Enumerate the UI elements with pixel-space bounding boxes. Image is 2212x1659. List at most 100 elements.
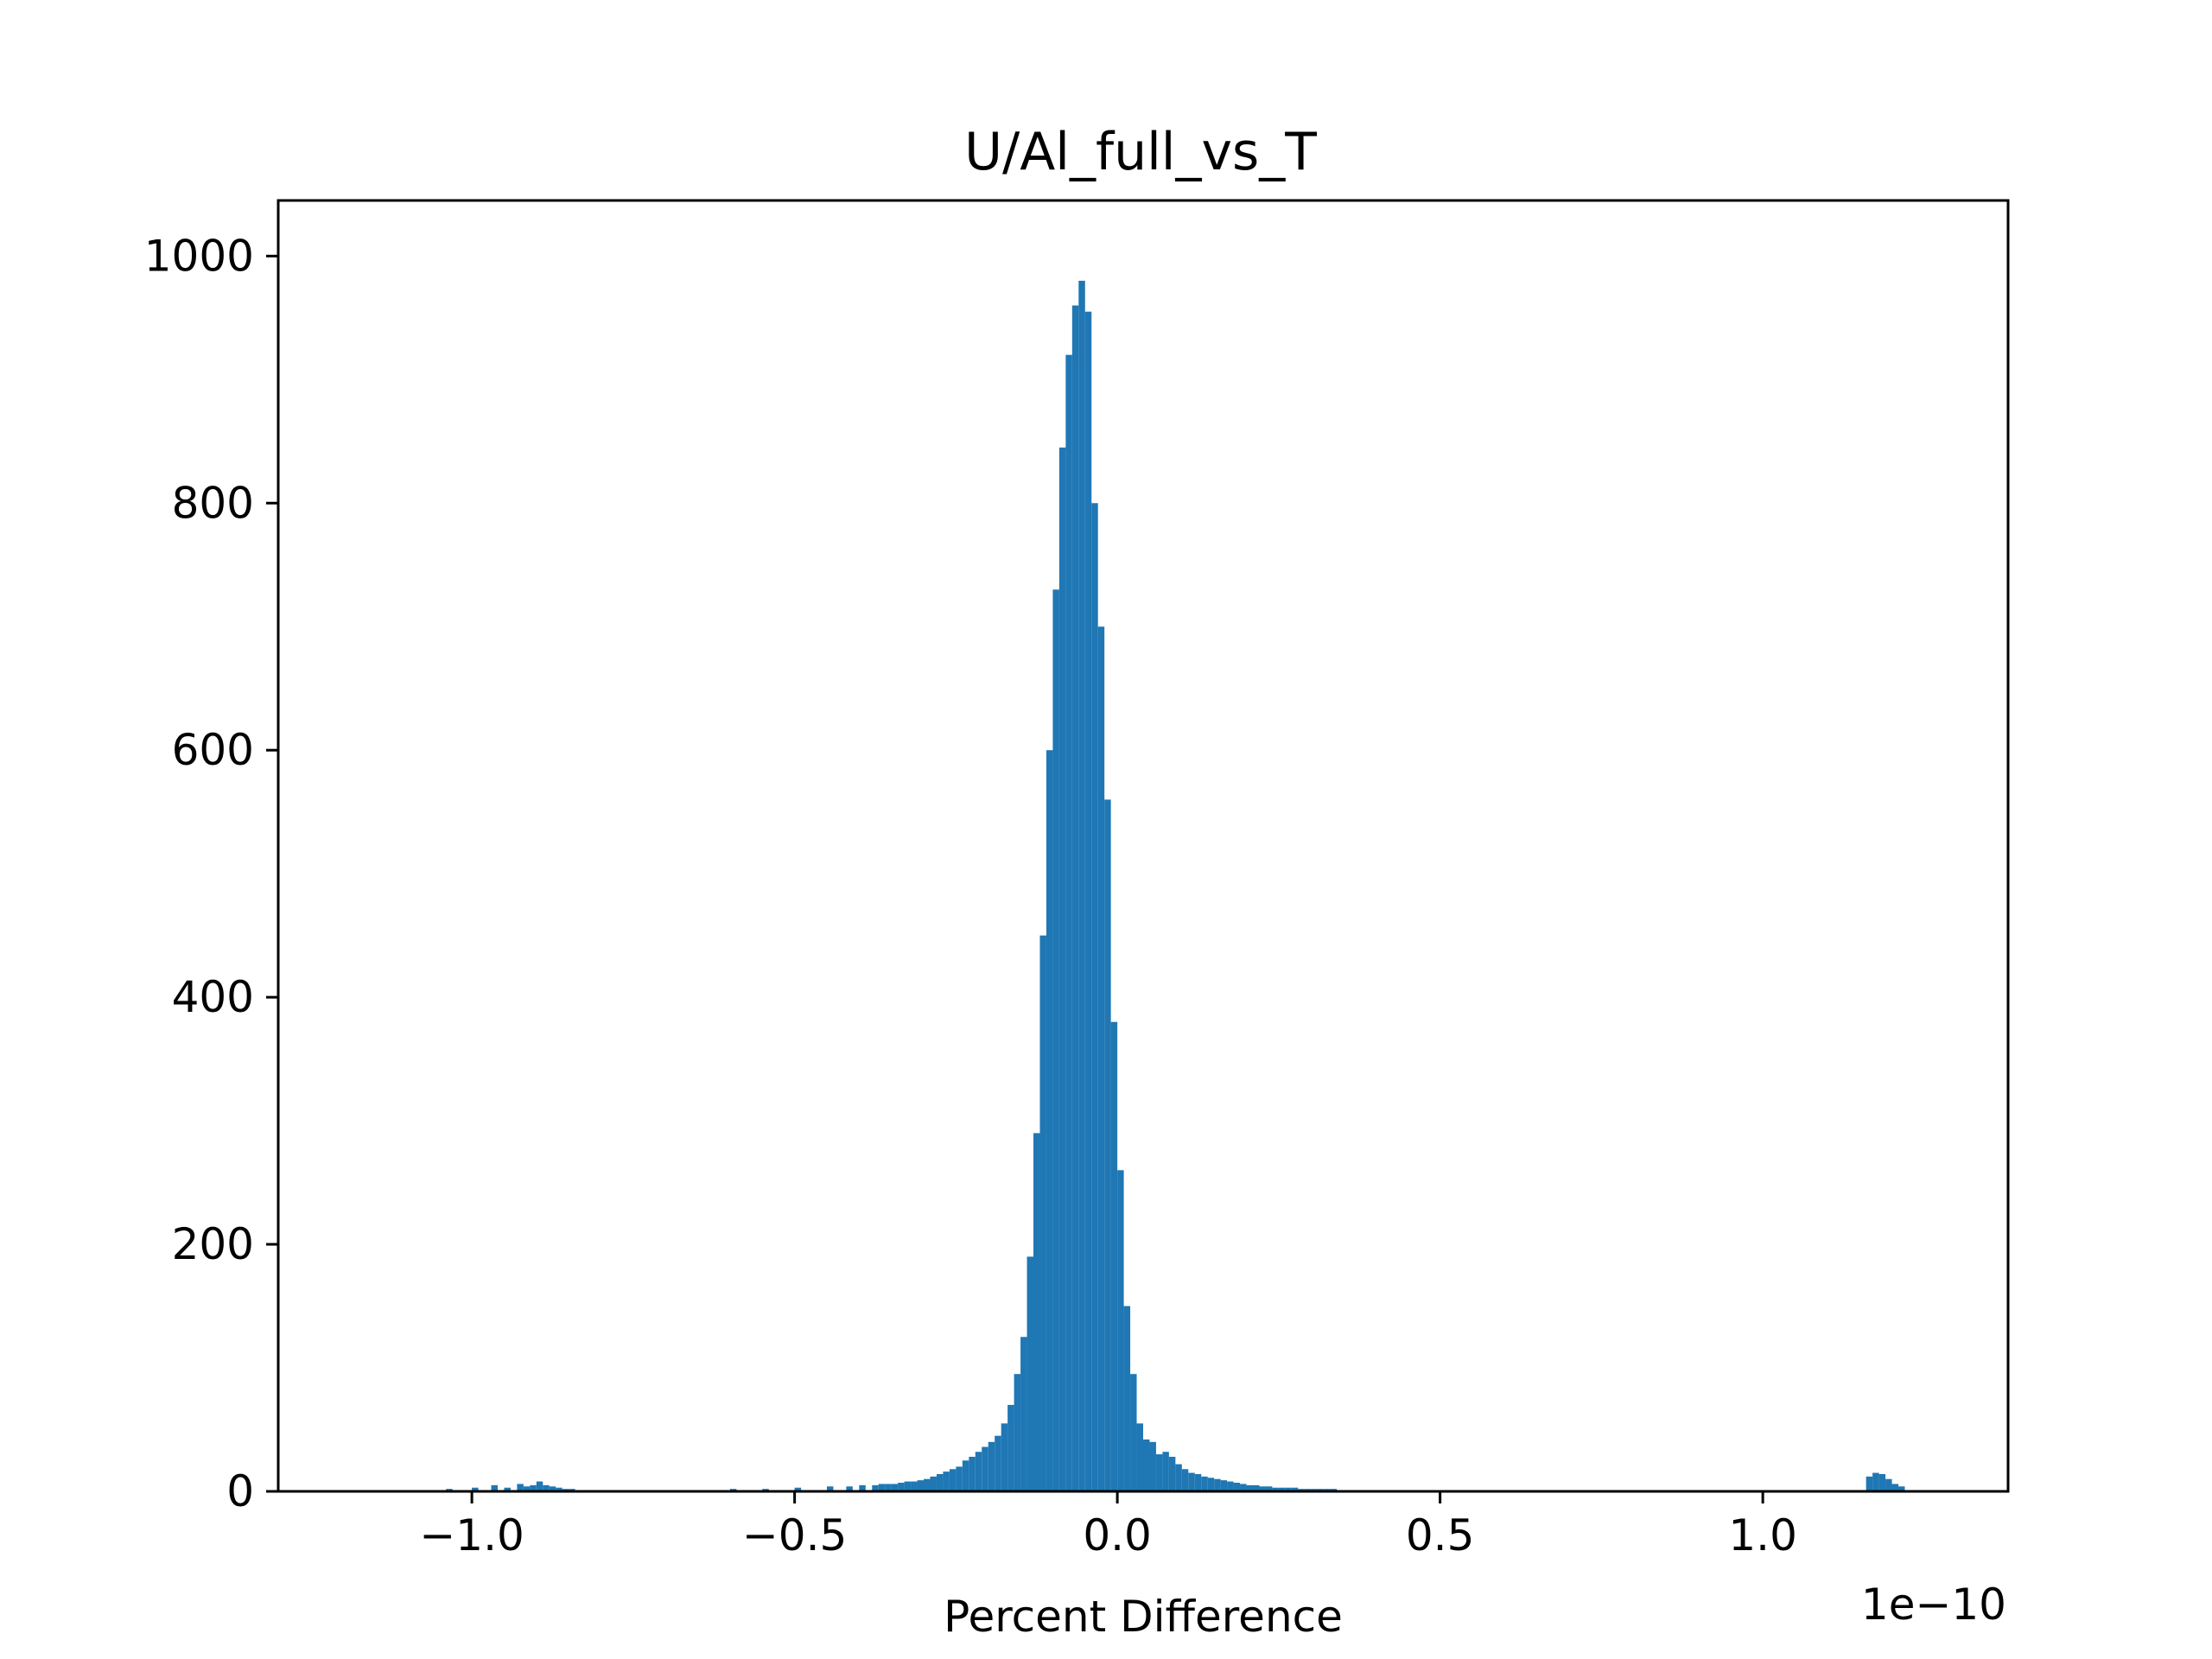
histogram-bar [1181,1469,1189,1491]
histogram-bar [1104,799,1111,1491]
histogram-bar [1885,1478,1892,1491]
histogram-bar [523,1486,531,1491]
histogram-bar [1084,311,1092,1491]
histogram-bar [1878,1473,1886,1491]
histogram-bar [1091,503,1098,1491]
histogram-bar [1097,626,1105,1491]
histogram-bar [1136,1423,1143,1491]
histogram-bar [1046,750,1053,1491]
histogram-bar [1233,1482,1241,1491]
histogram-bar [1130,1374,1137,1491]
histogram-bar [1188,1472,1195,1491]
histogram-bar [1898,1486,1905,1491]
histogram-bar [549,1486,556,1491]
histogram-bar [1872,1472,1879,1491]
histogram-bar [1272,1487,1279,1491]
histogram-bar [1891,1484,1899,1491]
histogram-bar [1123,1306,1131,1491]
x-tick-label: −0.5 [742,1510,847,1560]
histogram-bar [1207,1478,1215,1491]
histogram-bar [1278,1487,1286,1491]
histogram-bar [878,1484,886,1491]
x-axis-label: Percent Difference [944,1592,1343,1642]
histogram-bar [504,1487,511,1491]
histogram-bar [969,1456,976,1491]
histogram-bar [1078,280,1085,1491]
histogram-bar [988,1441,995,1491]
histogram-bar [885,1484,892,1491]
histogram-bar [826,1486,834,1491]
y-tick-label: 200 [172,1219,254,1269]
y-tick-label: 1000 [144,231,254,281]
histogram-bar [995,1435,1001,1491]
histogram-bar [872,1484,879,1491]
histogram-bar [1020,1337,1027,1491]
histogram-bar [956,1466,963,1491]
histogram-bar [1240,1484,1247,1491]
plot-frame [276,199,2010,1493]
histogram-bar [1194,1473,1202,1491]
histogram-bar [530,1484,537,1491]
histogram-bar [1227,1481,1234,1491]
histogram-bar [1291,1487,1299,1491]
histogram-bar [924,1478,931,1491]
y-tick-label: 600 [172,725,254,775]
histogram-bar [1065,354,1072,1491]
x-axis-offset-label: 1e−10 [1861,1580,2006,1630]
histogram-bar [1110,1021,1118,1491]
histogram-bar [1175,1464,1182,1491]
histogram-bar [794,1487,802,1491]
histogram-bar [1149,1441,1156,1491]
histogram-bar [975,1452,982,1491]
histogram-bar [517,1484,524,1491]
histogram-bar [1052,589,1059,1491]
y-axis-ticks: 0 200 400 600 800 1000 [144,231,278,1516]
histogram-bar [1007,1404,1014,1491]
histogram-bar [1265,1486,1273,1491]
histogram-bar [846,1486,853,1491]
y-tick-label: 0 [226,1466,254,1516]
histogram-bar [1071,305,1079,1492]
histogram-bar [1162,1452,1169,1491]
y-tick-label: 400 [172,972,254,1022]
bars-group [446,280,1905,1492]
histogram-bar [1117,1170,1124,1491]
histogram-bar [543,1484,550,1491]
histogram-bar [1058,447,1066,1491]
histogram-bar [1285,1487,1292,1491]
histogram-bar [1033,1133,1040,1491]
x-tick-label: 1.0 [1728,1510,1797,1560]
histogram-bar [917,1480,925,1491]
x-tick-label: 0.0 [1083,1510,1152,1560]
histogram-bar [859,1484,866,1491]
histogram-bar [472,1487,479,1491]
histogram-bar [1201,1476,1208,1491]
histogram-bar [491,1484,498,1491]
histogram-bar [898,1482,905,1491]
histogram-bar [556,1487,563,1491]
chart-title: U/Al_full_vs_T [964,122,1317,182]
histogram-bar [930,1476,937,1491]
histogram-bar [1259,1486,1266,1491]
histogram-bar [1220,1480,1228,1491]
histogram-bar [1014,1374,1021,1491]
histogram-bar [943,1471,950,1491]
histogram-bar [1155,1454,1163,1491]
x-tick-label: −1.0 [419,1510,524,1560]
histogram-bar [1001,1423,1008,1491]
histogram-bar [962,1460,969,1491]
histogram-bar [982,1446,988,1491]
histogram-bar [1027,1256,1034,1491]
histogram-bar [1143,1439,1150,1491]
histogram-bar [936,1473,944,1491]
histogram-bar [1214,1478,1221,1491]
histogram-bar [1866,1476,1873,1491]
histogram-bar [1246,1484,1253,1491]
histogram-bar [536,1481,543,1491]
histogram-bar [911,1481,918,1491]
histogram-bar [891,1484,899,1491]
histogram-bar [1168,1456,1176,1491]
histogram-bar [1039,935,1046,1491]
